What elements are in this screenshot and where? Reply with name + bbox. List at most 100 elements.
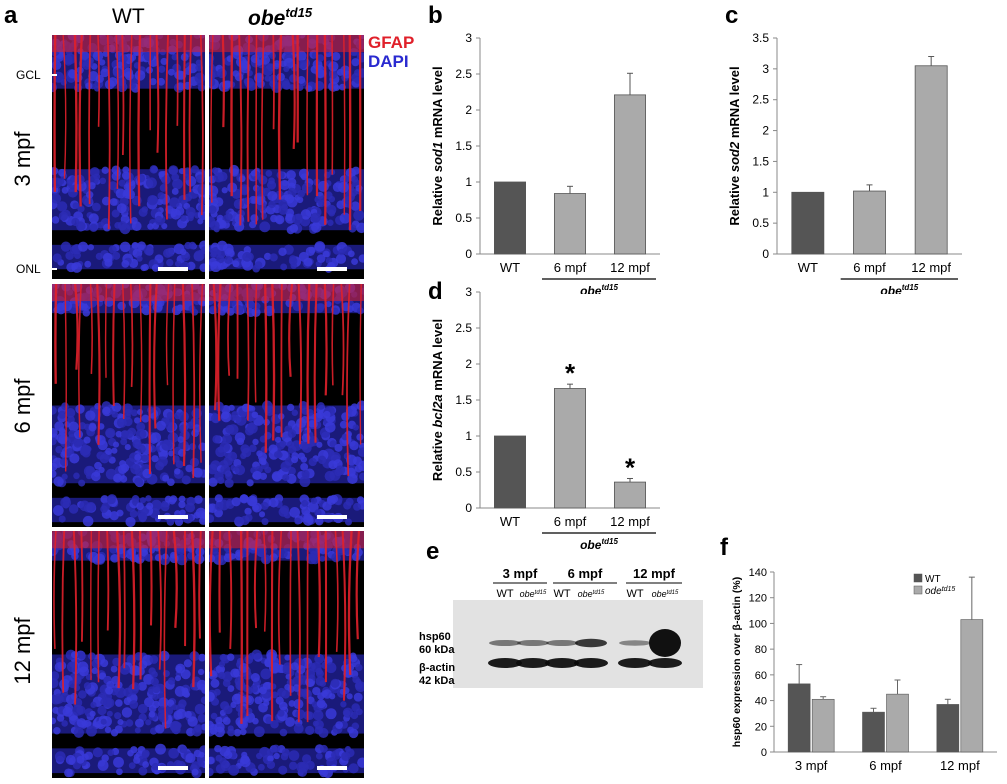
scale-bar [158, 515, 188, 519]
y-tick-label: 3 [465, 31, 472, 45]
legend-gfap: GFAP [368, 33, 415, 52]
x-tick-label: 12 mpf [911, 260, 951, 275]
western-blot: 3 mpf 6 mpf 12 mpf WT obetd15 WT obetd15 WT obet… [419, 566, 703, 688]
mutant-name: obe [248, 7, 286, 30]
y-axis-label: hsp60 expression over β-actin (%) [731, 577, 743, 747]
y-tick-label: 0.5 [455, 465, 472, 479]
legend-dapi: DAPI [368, 52, 409, 71]
bar-6-mpf [553, 193, 586, 255]
y-tick-label: 2.5 [455, 67, 472, 81]
legend-swatch [913, 585, 923, 595]
significance-star: * [565, 358, 576, 388]
scale-bar [317, 267, 347, 271]
y-axis-label: Relative sod1 mRNA level [430, 66, 445, 225]
actin-band [488, 658, 522, 668]
blot-group-label: 12 mpf [633, 566, 676, 581]
y-tick-label: 140 [749, 567, 767, 579]
mutant-allele: td15 [285, 5, 313, 20]
group-label: obetd15 [880, 283, 918, 294]
bar-12-mpf [613, 94, 646, 255]
bar-6-mpf [853, 190, 886, 255]
y-tick-label: 3.5 [752, 31, 769, 45]
y-tick-label: 1.5 [752, 154, 769, 168]
hsp60-band [489, 639, 521, 647]
legend-label: WT [925, 574, 941, 585]
bar-mutant [960, 619, 984, 753]
hsp60-kda-label: 60 kDa [419, 644, 455, 656]
x-tick-label: 3 mpf [795, 758, 828, 773]
bar-mutant [886, 693, 909, 753]
y-tick-label: 40 [755, 696, 767, 708]
scale-bar [158, 267, 188, 271]
actin-band [648, 658, 682, 668]
scale-bar [317, 515, 347, 519]
x-tick-label: 12 mpf [940, 758, 980, 773]
chart-sod2: 0 0.5 1 1.5 2 2.5 3 3.5 WT 6 mpf 12 mpf obetd15 Rela… [727, 31, 962, 294]
bar-wt [862, 711, 885, 753]
y-tick-label: 0 [762, 247, 769, 261]
panel-letter-a: a [4, 2, 18, 29]
hsp60-band [619, 640, 651, 646]
actin-band [574, 658, 608, 668]
column-header-mutant: obetd15 [248, 6, 312, 29]
panel-letter-c: c [725, 2, 739, 29]
y-tick-label: 2 [465, 103, 472, 117]
micrograph-mutant-12mpf [209, 531, 364, 778]
group-label: obetd15 [580, 537, 618, 552]
marker-onl: ONL [16, 262, 41, 276]
x-tick-label: 6 mpf [554, 260, 587, 275]
chart-sod1: 0 0.5 1 1.5 2 2.5 3 WT 6 mpf 12 mpf obetd15 Relativ… [430, 31, 660, 294]
micrograph-mutant-6mpf [209, 284, 364, 527]
y-tick-label: 1.5 [455, 139, 472, 153]
x-tick-label: WT [798, 260, 818, 275]
row-label-12mpf: 12 mpf [10, 617, 35, 685]
y-tick-label: 1 [465, 429, 472, 443]
y-tick-label: 0 [465, 501, 472, 515]
actin-label: β-actin [419, 662, 455, 674]
row-label-6mpf: 6 mpf [10, 378, 35, 434]
y-tick-label: 0.5 [455, 211, 472, 225]
panel-letter-e: e [426, 538, 440, 565]
significance-star: * [625, 452, 636, 482]
hsp60-band [649, 629, 681, 657]
column-header-wt: WT [112, 5, 145, 28]
x-tick-label: 6 mpf [869, 758, 902, 773]
bar-WT [791, 191, 825, 255]
micrograph-wt-6mpf [52, 284, 205, 527]
y-tick-label: 120 [749, 593, 767, 605]
bar-12-mpf [613, 481, 646, 509]
actin-kda-label: 42 kDa [419, 675, 455, 687]
y-tick-label: 1 [762, 185, 769, 199]
y-tick-label: 2.5 [752, 93, 769, 107]
hsp60-band [517, 639, 549, 647]
bar-mutant [811, 698, 835, 753]
lane-label: WT [553, 588, 570, 600]
scale-bar [317, 766, 347, 770]
lane-label: obetd15 [652, 589, 679, 599]
y-tick-label: 1 [465, 175, 472, 189]
lane-label: WT [496, 588, 513, 600]
bar-WT [494, 435, 527, 509]
chart-bcl2a: 0 0.5 1 1.5 2 2.5 3 WT * 6 mpf * 12 mpf obetd15 Relat… [430, 285, 660, 552]
legend-swatch [913, 573, 923, 583]
bar-wt [787, 683, 811, 753]
y-tick-label: 1.5 [455, 393, 472, 407]
y-axis-label: Relative sod2 mRNA level [727, 66, 742, 225]
chart-hsp60: 0 20 40 60 80 100 120 140 3 mpf 6 mpf 12 mpf hsp60 … [731, 567, 997, 773]
actin-band [545, 658, 579, 668]
hsp60-band [546, 639, 578, 647]
legend-label: odetd15 [925, 586, 955, 597]
x-tick-label: WT [500, 514, 520, 529]
y-tick-label: 0 [465, 247, 472, 261]
scale-bar [158, 766, 188, 770]
lane-label: obetd15 [578, 589, 605, 599]
bar-6-mpf [553, 388, 586, 509]
actin-band [516, 658, 550, 668]
y-tick-label: 2 [762, 124, 769, 138]
onl-pointer [43, 268, 57, 270]
y-tick-label: 60 [755, 670, 767, 682]
bar-WT [494, 181, 527, 255]
hsp60-label: hsp60 [419, 631, 451, 643]
row-label-3mpf: 3 mpf [10, 131, 35, 187]
y-tick-label: 20 [755, 721, 767, 733]
